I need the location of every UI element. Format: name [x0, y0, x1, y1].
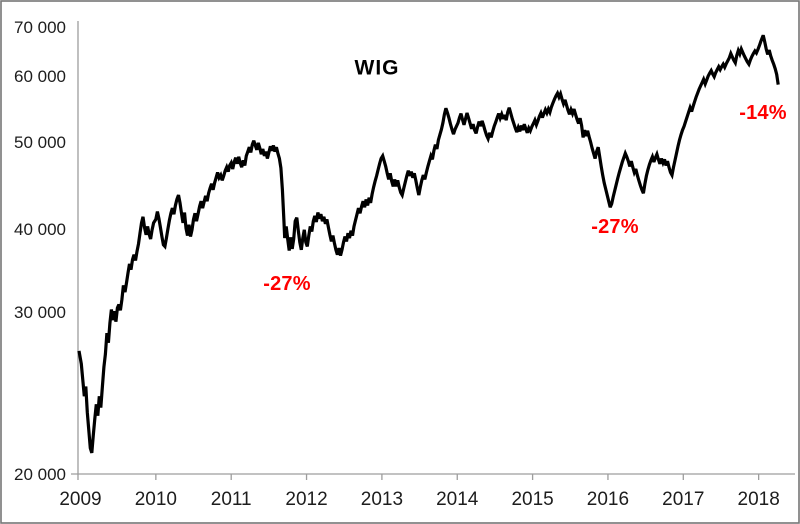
y-axis-tick-label: 30 000 — [14, 303, 66, 322]
x-axis-tick-label: 2014 — [436, 489, 479, 510]
x-axis-tick-label: 2011 — [211, 489, 252, 510]
annotation-drawdown-2011: -27% — [263, 273, 311, 295]
y-axis-tick-label: 20 000 — [14, 465, 66, 484]
x-axis-tick-label: 2017 — [662, 489, 704, 510]
x-axis-tick-label: 2016 — [587, 489, 629, 510]
x-axis-tick-label: 2010 — [135, 489, 177, 510]
x-axis-tick-label: 2009 — [59, 489, 101, 510]
wig-series-line — [77, 34, 780, 454]
annotation-drawdown-2018: -14% — [739, 102, 787, 124]
x-axis-tick-label: 2013 — [361, 489, 403, 510]
y-axis-tick-label: 70 000 — [14, 18, 66, 37]
chart-title: WIG — [354, 56, 400, 80]
x-axis-tick-label: 2018 — [738, 489, 780, 510]
x-axis-tick-label: 2012 — [285, 489, 327, 510]
x-axis-tick-label: 2015 — [511, 489, 553, 510]
y-axis-tick-label: 50 000 — [14, 133, 66, 152]
y-axis-tick-label: 40 000 — [14, 220, 66, 239]
annotation-drawdown-2016: -27% — [591, 216, 639, 238]
y-axis-tick-label: 60 000 — [14, 67, 66, 86]
